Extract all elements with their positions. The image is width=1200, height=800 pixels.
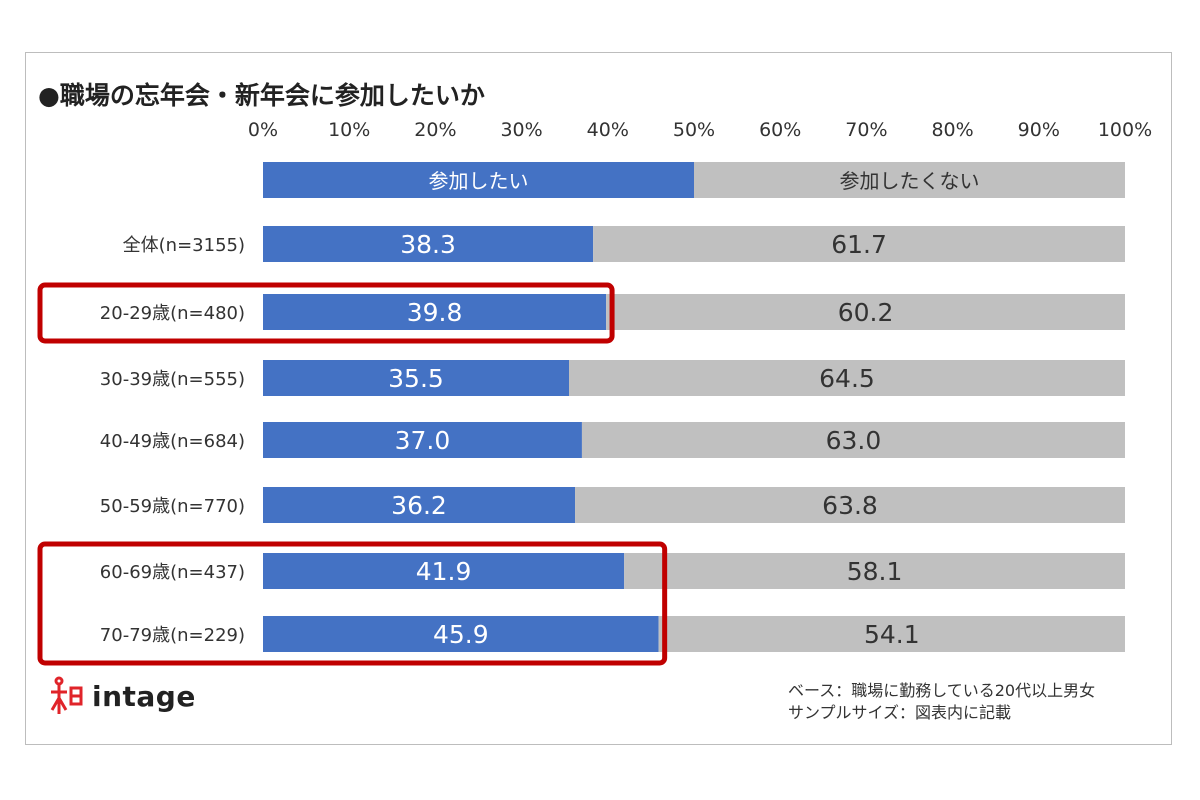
x-tick-label: 90% xyxy=(1018,119,1060,141)
data-label: 58.1 xyxy=(847,557,903,586)
bar-segment xyxy=(606,294,1125,330)
data-label: 36.2 xyxy=(391,491,447,520)
data-label: 61.7 xyxy=(831,230,887,259)
category-label: 20-29歳(n=480) xyxy=(100,303,245,324)
legend-bar-segment xyxy=(263,162,694,198)
footnote-sample-size: サンプルサイズ：図表内に記載 xyxy=(788,703,1012,722)
bar-segment xyxy=(575,487,1125,523)
x-tick-label: 40% xyxy=(587,119,629,141)
category-label: 30-39歳(n=555) xyxy=(100,369,245,390)
data-label: 39.8 xyxy=(407,298,463,327)
bar-segment xyxy=(263,553,625,589)
highlight-box xyxy=(37,541,668,666)
bar-segment xyxy=(581,422,1125,458)
intage-logo-icon xyxy=(50,676,83,714)
footnote: ベース：職場に勤務している20代以上男女 サンプルサイズ：図表内に記載 xyxy=(788,680,1095,724)
footnote-base: ベース：職場に勤務している20代以上男女 xyxy=(788,681,1096,700)
data-label: 64.5 xyxy=(819,364,875,393)
x-tick-label: 0% xyxy=(248,119,278,141)
x-tick-label: 30% xyxy=(500,119,542,141)
data-label: 41.9 xyxy=(416,557,472,586)
logo-text: intage xyxy=(92,679,196,713)
x-tick-label: 60% xyxy=(759,119,801,141)
x-tick-label: 100% xyxy=(1098,119,1152,141)
chart-frame xyxy=(25,52,1172,745)
bar-segment xyxy=(593,226,1125,262)
highlight-box xyxy=(37,282,615,344)
bar-segment xyxy=(569,360,1125,396)
bar-segment xyxy=(658,616,1125,652)
x-tick-label: 70% xyxy=(845,119,887,141)
data-label: 45.9 xyxy=(433,620,489,649)
bar-segment xyxy=(263,294,607,330)
legend-bar-segment xyxy=(694,162,1125,198)
category-label: 60-69歳(n=437) xyxy=(100,562,245,583)
chart-title: ●職場の忘年会・新年会に参加したいか xyxy=(38,81,485,110)
x-tick-label: 80% xyxy=(931,119,973,141)
data-label: 38.3 xyxy=(400,230,456,259)
legend-label: 参加したい xyxy=(429,169,529,193)
intage-logo: intage xyxy=(50,676,196,716)
data-label: 63.0 xyxy=(826,426,882,455)
x-tick-label: 20% xyxy=(414,119,456,141)
bar-segment xyxy=(624,553,1125,589)
x-tick-label: 50% xyxy=(673,119,715,141)
legend-label: 参加したくない xyxy=(840,169,980,193)
data-label: 54.1 xyxy=(864,620,920,649)
data-label: 35.5 xyxy=(388,364,444,393)
bar-segment xyxy=(263,360,570,396)
data-label: 37.0 xyxy=(395,426,451,455)
data-label: 60.2 xyxy=(838,298,894,327)
x-tick-label: 10% xyxy=(328,119,370,141)
bar-segment xyxy=(263,226,594,262)
bar-segment xyxy=(263,422,582,458)
data-label: 63.8 xyxy=(822,491,878,520)
category-label: 70-79歳(n=229) xyxy=(100,625,245,646)
bar-segment xyxy=(263,487,576,523)
bar-segment xyxy=(263,616,659,652)
category-label: 50-59歳(n=770) xyxy=(100,496,245,517)
category-label: 40-49歳(n=684) xyxy=(100,431,245,452)
category-label: 全体(n=3155) xyxy=(123,235,245,256)
